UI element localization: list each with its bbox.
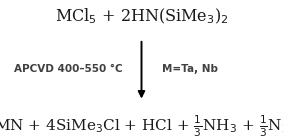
Text: MN + 4SiMe$_3$Cl + HCl + $\frac{1}{3}$NH$_3$ + $\frac{1}{3}$N$_2$: MN + 4SiMe$_3$Cl + HCl + $\frac{1}{3}$NH… xyxy=(0,114,283,139)
Text: M=Ta, Nb: M=Ta, Nb xyxy=(162,64,218,75)
Text: APCVD 400–550 °C: APCVD 400–550 °C xyxy=(14,64,122,75)
Text: MCl$_5$ + 2HN(SiMe$_3$)$_2$: MCl$_5$ + 2HN(SiMe$_3$)$_2$ xyxy=(55,7,228,26)
